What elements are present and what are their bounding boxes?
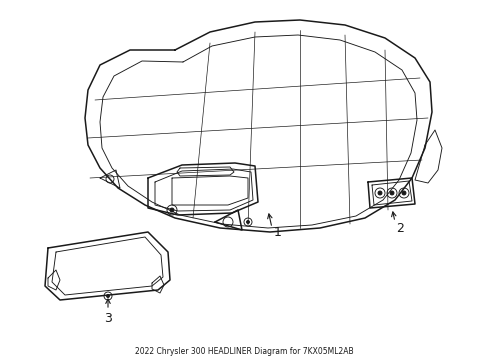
Text: 2022 Chrysler 300 HEADLINER Diagram for 7KX05ML2AB: 2022 Chrysler 300 HEADLINER Diagram for …: [134, 347, 353, 356]
Circle shape: [377, 191, 381, 195]
Circle shape: [389, 191, 393, 195]
Text: 2: 2: [395, 221, 403, 234]
Text: 3: 3: [104, 311, 112, 324]
Circle shape: [401, 191, 405, 195]
Circle shape: [170, 208, 174, 212]
Text: 1: 1: [273, 226, 282, 239]
Circle shape: [106, 294, 109, 297]
Circle shape: [246, 220, 249, 224]
